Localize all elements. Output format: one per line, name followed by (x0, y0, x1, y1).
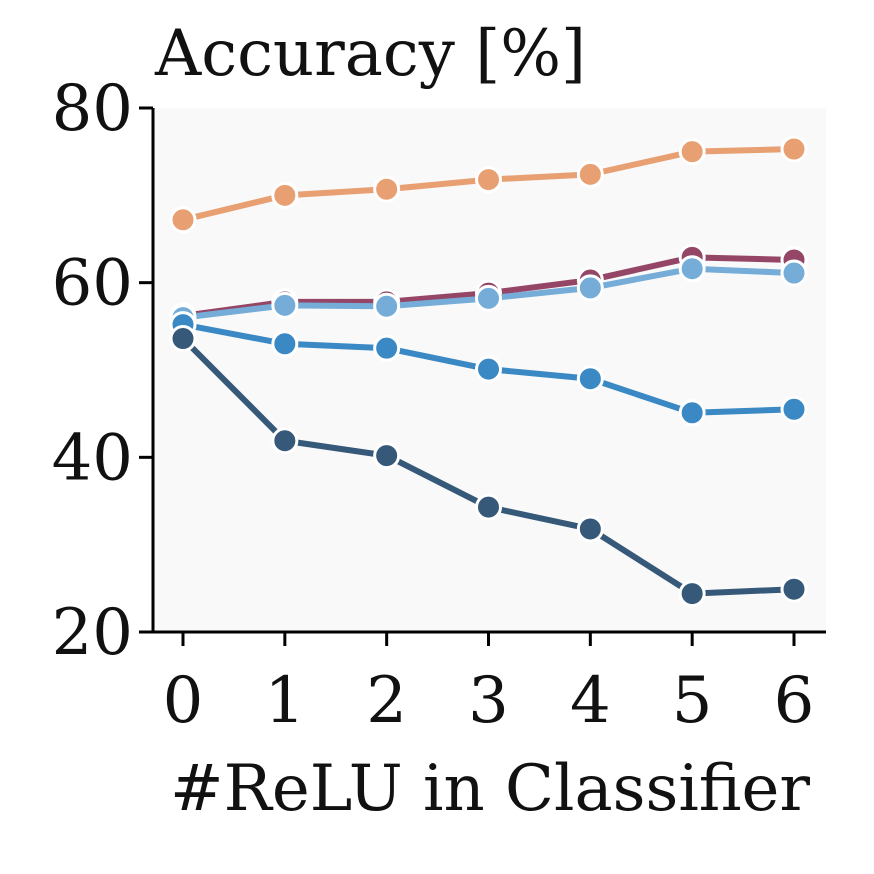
data-point (780, 395, 808, 423)
x-tick-label: 5 (672, 664, 713, 738)
chart-title: Accuracy [%] (154, 17, 586, 91)
y-tick-label: 60 (52, 247, 133, 321)
x-tick-label: 6 (774, 664, 815, 738)
x-tick-label: 1 (264, 664, 305, 738)
data-point (678, 255, 706, 283)
data-point (475, 166, 502, 194)
data-point (373, 292, 401, 320)
y-tick-label: 80 (52, 72, 133, 146)
data-point (169, 325, 197, 353)
data-point (780, 135, 808, 163)
data-point (780, 575, 808, 603)
data-point (678, 138, 706, 166)
data-point (373, 334, 401, 362)
y-tick-label: 40 (52, 421, 133, 495)
data-point (576, 365, 604, 393)
data-point (271, 181, 299, 209)
y-axis-ticks: 20 40 60 80 (52, 72, 153, 670)
series-layer (169, 135, 808, 608)
data-point (373, 442, 401, 470)
data-point (373, 175, 401, 203)
data-point (169, 206, 197, 234)
series-5 (169, 325, 808, 608)
x-tick-label: 2 (366, 664, 407, 738)
data-point (576, 515, 604, 543)
data-point (678, 580, 706, 608)
data-point (576, 160, 604, 188)
series-4 (169, 311, 808, 427)
data-point (475, 355, 502, 383)
data-point (271, 291, 299, 319)
data-point (780, 259, 808, 287)
y-tick-label: 20 (52, 596, 133, 670)
data-point (576, 274, 604, 302)
series-1 (169, 135, 808, 234)
x-axis-label: #ReLU in Classifier (170, 752, 810, 826)
data-point (678, 399, 706, 427)
x-tick-label: 0 (163, 664, 204, 738)
data-point (271, 427, 299, 455)
x-tick-label: 3 (468, 664, 509, 738)
data-point (475, 284, 502, 312)
data-point (475, 493, 502, 521)
x-tick-label: 4 (570, 664, 611, 738)
data-point (271, 330, 299, 358)
